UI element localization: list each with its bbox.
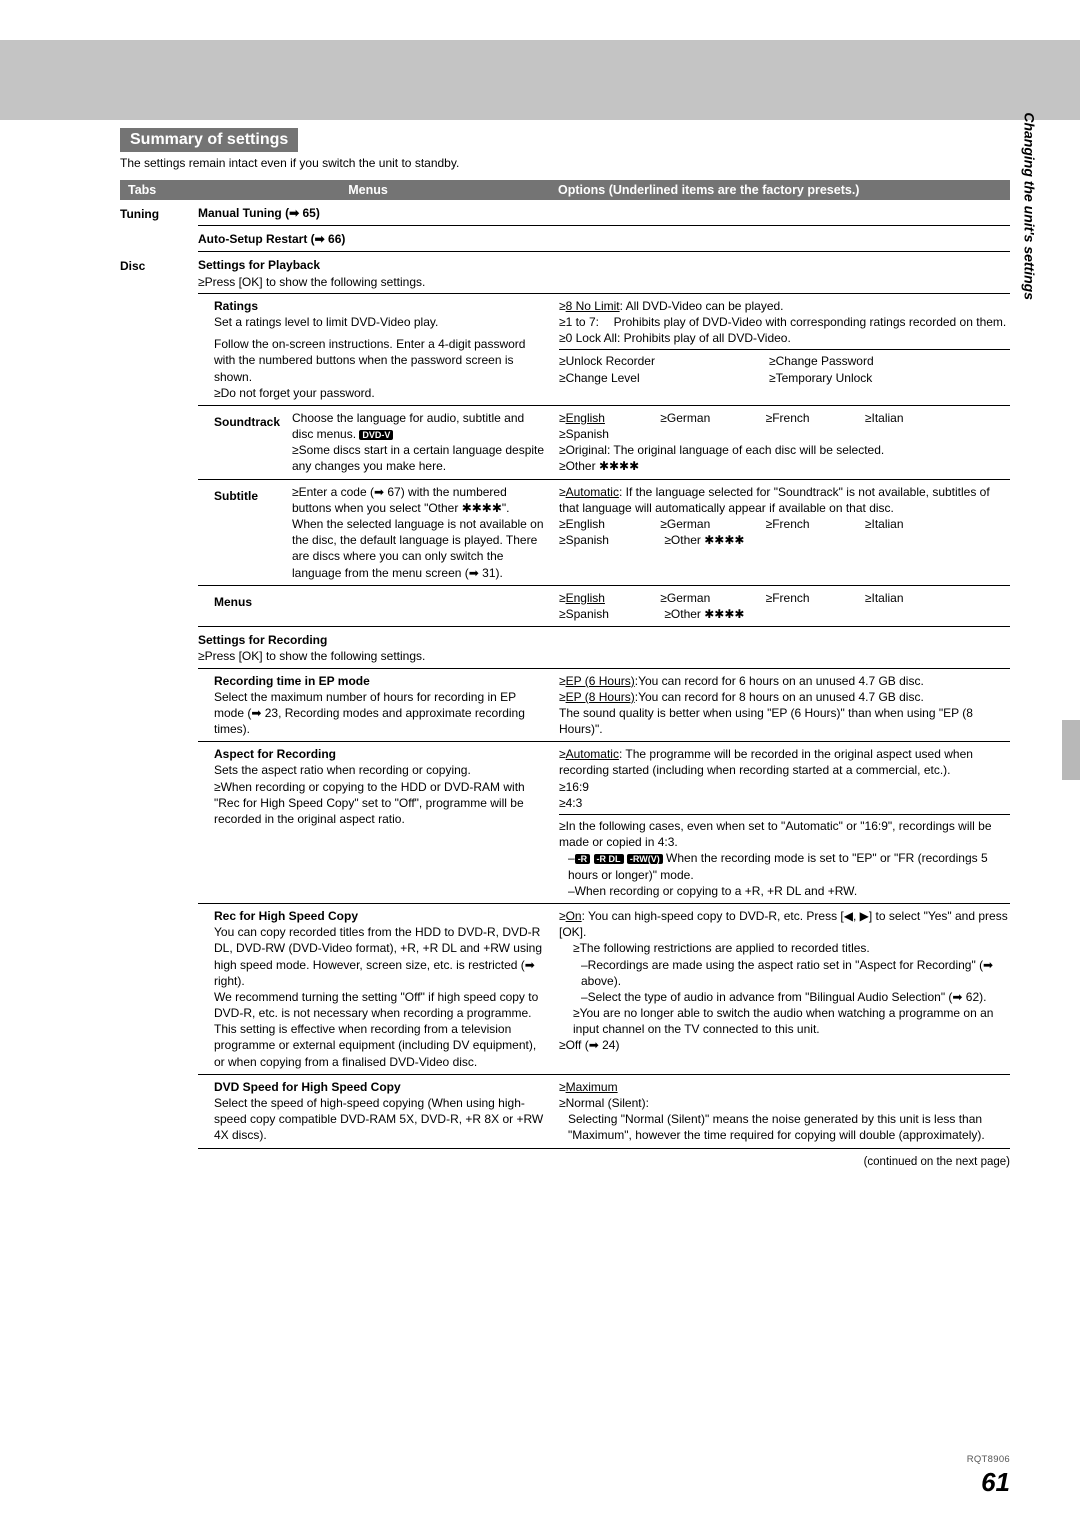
change-password: Change Password [776,354,874,368]
disc-section: Disc Settings for Playback ≥Press [OK] t… [120,252,1010,1170]
tab-disc: Disc [120,252,198,1170]
menus-label: Menus [214,590,292,622]
hscopy-title: Rec for High Speed Copy [214,908,545,924]
edge-tab-marker [1062,720,1080,780]
speed-row: DVD Speed for High Speed Copy Select the… [198,1074,1010,1149]
ep8: EP (8 Hours) [566,690,635,704]
menus-other: Other ✱✱✱✱ [671,606,745,622]
ratings-opt3: 0 Lock All: Prohibits play of all DVD-Vi… [566,331,791,345]
hscopy-b2: –Recordings are made using the aspect ra… [559,957,1010,989]
soundtrack-original: Original: The original language of each … [566,443,885,457]
section-title: Summary of settings [120,128,298,152]
sidebar-label: Changing the unit's settings [1022,112,1038,300]
aspect-row: Aspect for Recording Sets the aspect rat… [198,741,1010,903]
ratings-desc2: Follow the on-screen instructions. Enter… [214,336,545,385]
soundtrack-desc1: Choose the language for audio, subtitle … [292,411,524,441]
ratings-opt2b: Prohibits play of DVD-Video with corresp… [614,314,1010,330]
intro-text: The settings remain intact even if you s… [120,156,1010,170]
footer: RQT8906 61 [967,1454,1010,1498]
speed-title: DVD Speed for High Speed Copy [214,1079,545,1095]
soundtrack-other: Other ✱✱✱✱ [566,459,640,473]
recording-title: Settings for Recording [198,633,327,647]
header-options: Options (Underlined items are the factor… [538,183,1002,197]
subtitle-desc1: Enter a code (➡ 67) with the numbered bu… [292,485,510,515]
aspect-169: 16:9 [566,780,589,794]
ratings-desc3: Do not forget your password. [221,386,375,400]
subtitle-auto: Automatic [566,485,619,499]
dvdv-badge: DVD-V [359,430,393,440]
hscopy-desc: You can copy recorded titles from the HD… [214,924,545,1070]
top-gray-band [0,40,1080,120]
speed-max: Maximum [566,1080,618,1094]
subtitle-langs: ≥English ≥German ≥French ≥Italian [559,516,1010,532]
soundtrack-langs: ≥English ≥German ≥French ≥Italian [559,410,1010,426]
ratings-opt1: 8 No Limit [566,299,620,313]
tuning-section: Tuning Manual Tuning (➡ 65) Auto-Setup R… [120,200,1010,252]
speed-norm: Normal (Silent): [566,1096,649,1110]
ratings-row: Ratings Set a ratings level to limit DVD… [198,293,1010,405]
aspect-auto: Automatic [566,747,619,761]
soundtrack-desc2: Some discs start in a certain language d… [292,443,544,473]
subtitle-row: Subtitle ≥Enter a code (➡ 67) with the n… [198,479,1010,585]
speed-desc: Select the speed of high-speed copying (… [214,1095,545,1144]
aspect-desc1: Sets the aspect ratio when recording or … [214,762,545,778]
hscopy-b3: –Select the type of audio in advance fro… [559,989,1010,1005]
hscopy-b1: The following restrictions are applied t… [580,941,870,955]
ep-row: Recording time in EP mode Select the max… [198,668,1010,742]
subtitle-label: Subtitle [214,484,292,581]
manual-tuning: Manual Tuning (➡ 65) [198,200,1010,226]
playback-hint: Press [OK] to show the following setting… [205,275,426,289]
aspect-note1: In the following cases, even when set to… [559,819,992,849]
ep-title: Recording time in EP mode [214,673,545,689]
ratings-opt2a: 1 to 7: [566,314,614,330]
auto-setup: Auto-Setup Restart (➡ 66) [198,226,1010,252]
ratings-label: Ratings [214,298,545,314]
change-level: Change Level [566,371,640,385]
soundtrack-row: Soundtrack Choose the language for audio… [198,405,1010,479]
ratings-desc1: Set a ratings level to limit DVD-Video p… [214,314,545,330]
aspect-desc2: When recording or copying to the HDD or … [214,780,525,826]
menus-langs: ≥English ≥German ≥French ≥Italian [559,590,1010,606]
page-number: 61 [967,1467,1010,1498]
temp-unlock: Temporary Unlock [776,371,873,385]
subtitle-desc2: When the selected language is not availa… [292,517,544,580]
ep-note: The sound quality is better when using "… [559,705,1010,737]
menus-row: Menus ≥English ≥German ≥French ≥Italian … [198,585,1010,627]
header-tabs: Tabs [128,183,198,197]
hscopy-on: On [566,909,582,923]
continued-note: (continued on the next page) [198,1155,1010,1171]
soundtrack-label: Soundtrack [214,410,292,475]
recording-hint: Press [OK] to show the following setting… [205,649,426,663]
speed-norm-desc: Selecting "Normal (Silent)" means the no… [559,1111,1010,1143]
subtitle-auto-desc: : If the language selected for "Soundtra… [559,485,990,515]
aspect-note3: –When recording or copying to a +R, +R D… [559,883,1010,899]
playback-title: Settings for Playback [198,258,320,272]
doc-code: RQT8906 [967,1454,1010,1465]
ep-desc: Select the maximum number of hours for r… [214,689,545,738]
tab-tuning: Tuning [120,200,198,252]
hscopy-b4: You are no longer able to switch the aud… [573,1006,993,1036]
page-content: Summary of settings The settings remain … [0,0,1080,1200]
hscopy-off: Off (➡ 24) [566,1038,620,1052]
aspect-title: Aspect for Recording [214,746,545,762]
aspect-43: 4:3 [566,796,583,810]
header-menus: Menus [198,183,538,197]
table-header: Tabs Menus Options (Underlined items are… [120,180,1010,200]
hscopy-row: Rec for High Speed Copy You can copy rec… [198,903,1010,1074]
unlock-recorder: Unlock Recorder [566,354,655,368]
ep6: EP (6 Hours) [566,674,635,688]
subtitle-other: Other ✱✱✱✱ [671,532,745,548]
